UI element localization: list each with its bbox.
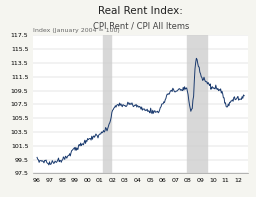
Text: Index (January 2004 = 100): Index (January 2004 = 100) [33,28,120,33]
Bar [103,35,111,173]
Bar [187,35,207,173]
Text: Real Rent Index:: Real Rent Index: [98,6,183,16]
Text: CPI Rent / CPI All Items: CPI Rent / CPI All Items [93,22,189,31]
